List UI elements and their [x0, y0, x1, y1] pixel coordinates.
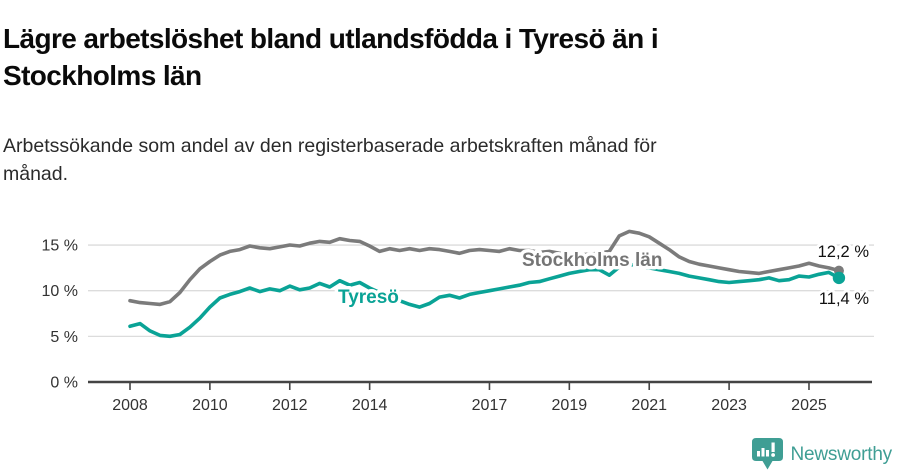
series-line-tyreso — [128, 262, 841, 339]
chart-canvas: 0 % 5 % 10 % 15 % 2008 2010 2012 2014 2017 2019 20… — [42, 229, 874, 414]
y-axis-tick-label: 15 % — [42, 238, 78, 255]
series-label-stockholms-lan: Stockholms län — [522, 250, 662, 271]
x-axis-tick-label: 2019 — [552, 397, 588, 414]
x-axis-tick-label: 2023 — [711, 397, 747, 414]
x-axis-tick-label: 2017 — [472, 397, 508, 414]
y-axis-tick-label: 10 % — [42, 283, 78, 300]
page-title: Lägre arbetslöshet bland utlandsfödda i … — [3, 22, 659, 91]
series-label-tyreso: Tyresö — [338, 287, 399, 308]
end-value-label-tyreso: 11,4 % — [819, 290, 869, 308]
newsworthy-logo[interactable]: Newsworthy — [751, 438, 893, 471]
x-axis-tick-label: 2012 — [272, 397, 308, 414]
series-end-dot-tyreso — [832, 271, 846, 285]
x-axis-tick-label: 2014 — [352, 397, 388, 414]
x-axis-tick-label: 2010 — [192, 397, 228, 414]
x-axis-tick-label: 2025 — [791, 397, 827, 414]
line-chart: 0 % 5 % 10 % 15 % 2008 2010 2012 2014 2017 2019 20… — [0, 212, 900, 426]
bar-chart-pin-icon — [751, 438, 783, 470]
newsworthy-brand-text: Newsworthy — [790, 443, 893, 465]
x-axis-tick-label: 2008 — [112, 397, 148, 414]
x-axis-tick-label: 2021 — [631, 397, 667, 414]
y-axis-tick-label: 5 % — [50, 329, 78, 346]
series-line-stockholms-lan — [128, 229, 841, 307]
y-axis-tick-label: 0 % — [50, 375, 78, 392]
end-value-label-stockholms-lan: 12,2 % — [818, 243, 870, 261]
chart-subtitle: Arbetssökande som andel av den registerb… — [3, 134, 657, 185]
series-end-dots-layer — [832, 265, 846, 285]
axis-layer: 0 % 5 % 10 % 15 % 2008 2010 2012 2014 2017 2019 20… — [42, 238, 872, 414]
series-lines-layer — [128, 229, 841, 339]
